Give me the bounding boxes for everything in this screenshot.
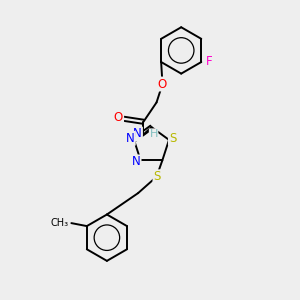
- Text: S: S: [169, 132, 176, 145]
- Text: N: N: [132, 155, 141, 168]
- Text: O: O: [158, 77, 167, 91]
- Text: N: N: [126, 132, 135, 145]
- Text: F: F: [206, 55, 213, 68]
- Text: N: N: [133, 128, 142, 140]
- Text: CH₃: CH₃: [51, 218, 69, 227]
- Text: S: S: [153, 170, 161, 183]
- Text: H: H: [149, 129, 158, 139]
- Text: O: O: [114, 111, 123, 124]
